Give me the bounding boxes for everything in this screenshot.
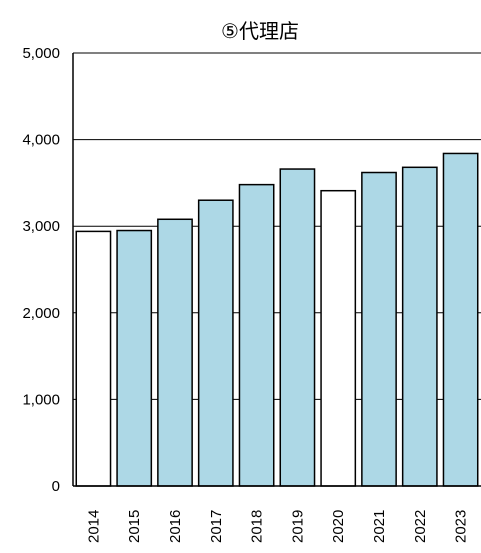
bar-2019 — [279, 168, 316, 487]
bar-2017 — [197, 199, 234, 487]
x-tick-label: 2022 — [412, 510, 429, 543]
bar-2020 — [320, 189, 357, 487]
x-tick-label: 2023 — [453, 510, 470, 543]
x-tick-label: 2014 — [85, 510, 102, 543]
x-axis-ticks: 2014 2015 2016 2017 2018 2019 2020 2021 2022 2023 — [85, 510, 469, 543]
y-tick-label: 2,000 — [22, 305, 60, 322]
bar-2023 — [442, 152, 479, 487]
x-tick-label: 2016 — [167, 510, 184, 543]
y-tick-label: 1,000 — [22, 391, 60, 408]
y-tick-label: 3,000 — [22, 218, 60, 235]
bar-2016 — [157, 218, 193, 487]
axes — [72, 53, 481, 487]
y-tick-label: 0 — [52, 478, 60, 495]
x-tick-label: 2020 — [330, 510, 347, 543]
bar-2021 — [361, 171, 397, 487]
x-tick-label: 2015 — [126, 510, 143, 543]
y-axis-ticks: 0 1,000 2,000 3,000 4,000 5,000 — [22, 45, 60, 495]
y-tick-label: 5,000 — [22, 45, 60, 62]
x-tick-label: 2021 — [371, 510, 388, 543]
bar-2014 — [75, 230, 112, 487]
bar-2022 — [401, 166, 438, 487]
chart-title: ⑤代理店 — [221, 19, 299, 43]
x-tick-label: 2019 — [289, 510, 306, 543]
x-tick-label: 2017 — [208, 510, 225, 543]
bars — [75, 152, 479, 487]
bar-2015 — [116, 229, 153, 487]
y-tick-label: 4,000 — [22, 132, 60, 149]
x-tick-label: 2018 — [249, 510, 266, 543]
bar-2018 — [238, 183, 275, 487]
